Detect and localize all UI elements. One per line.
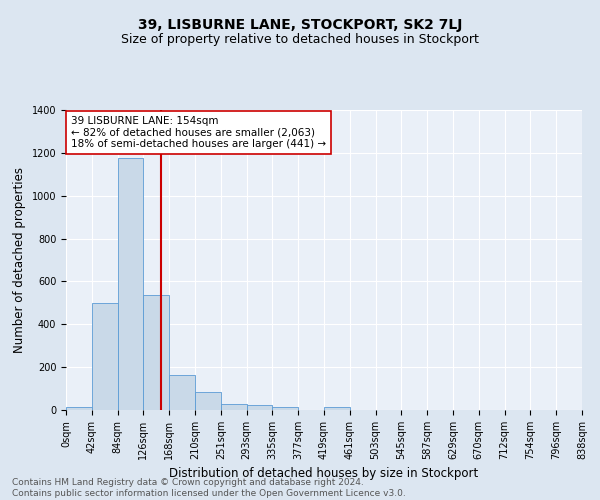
Text: 39 LISBURNE LANE: 154sqm
← 82% of detached houses are smaller (2,063)
18% of sem: 39 LISBURNE LANE: 154sqm ← 82% of detach… — [71, 116, 326, 149]
Text: Contains HM Land Registry data © Crown copyright and database right 2024.
Contai: Contains HM Land Registry data © Crown c… — [12, 478, 406, 498]
Bar — [169, 374, 195, 410]
Bar — [272, 407, 298, 410]
Bar — [143, 296, 169, 410]
Text: Size of property relative to detached houses in Stockport: Size of property relative to detached ho… — [121, 32, 479, 46]
Bar — [324, 407, 350, 410]
Bar — [66, 407, 92, 410]
Y-axis label: Number of detached properties: Number of detached properties — [13, 167, 26, 353]
Bar — [247, 404, 272, 410]
Bar — [92, 303, 118, 410]
X-axis label: Distribution of detached houses by size in Stockport: Distribution of detached houses by size … — [169, 468, 479, 480]
Bar — [118, 158, 143, 410]
Bar — [221, 404, 247, 410]
Bar — [195, 392, 221, 410]
Text: 39, LISBURNE LANE, STOCKPORT, SK2 7LJ: 39, LISBURNE LANE, STOCKPORT, SK2 7LJ — [138, 18, 462, 32]
